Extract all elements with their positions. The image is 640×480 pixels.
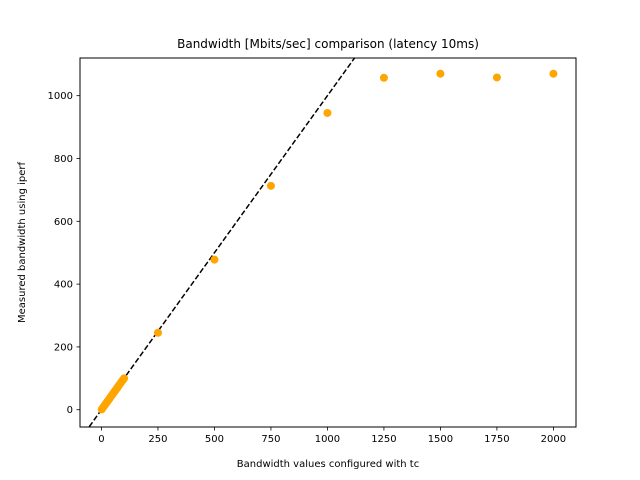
- plot-background: [80, 58, 576, 427]
- x-axis-label: Bandwidth values configured with tc: [237, 459, 419, 470]
- x-tick-label: 2000: [541, 434, 566, 445]
- x-tick-label: 750: [261, 434, 280, 445]
- x-tick-label: 1250: [371, 434, 396, 445]
- x-axis-ticks: 0 250 500 750 1000 1250 1500 1750 2000: [98, 427, 566, 445]
- y-axis-ticks: 0 200 400 600 800 1000: [48, 91, 80, 416]
- y-axis-label: Measured bandwidth using iperf: [17, 162, 28, 324]
- data-marks: [88, 58, 558, 427]
- data-point: [266, 181, 275, 190]
- data-point: [323, 108, 332, 117]
- data-point: [120, 374, 129, 383]
- data-point: [436, 69, 445, 78]
- y-tick-label: 800: [54, 154, 73, 165]
- data-point: [492, 73, 501, 82]
- x-tick-label: 0: [98, 434, 104, 445]
- x-tick-label: 1000: [315, 434, 340, 445]
- y-tick-label: 1000: [48, 91, 73, 102]
- x-tick-label: 1500: [428, 434, 453, 445]
- y-tick-label: 600: [54, 217, 73, 228]
- y-tick-label: 200: [54, 342, 73, 353]
- plot-frame: [79, 57, 577, 428]
- x-tick-label: 250: [148, 434, 167, 445]
- data-point: [549, 69, 558, 78]
- y-tick-label: 0: [67, 405, 73, 416]
- x-tick-label: 500: [205, 434, 224, 445]
- x-tick-label: 1750: [484, 434, 509, 445]
- chart-title: Bandwidth [Mbits/sec] comparison (latenc…: [177, 37, 479, 51]
- plot-area: [79, 57, 577, 428]
- data-point: [210, 255, 219, 264]
- y-tick-label: 400: [54, 280, 73, 291]
- data-point: [153, 328, 162, 337]
- data-point: [379, 73, 388, 82]
